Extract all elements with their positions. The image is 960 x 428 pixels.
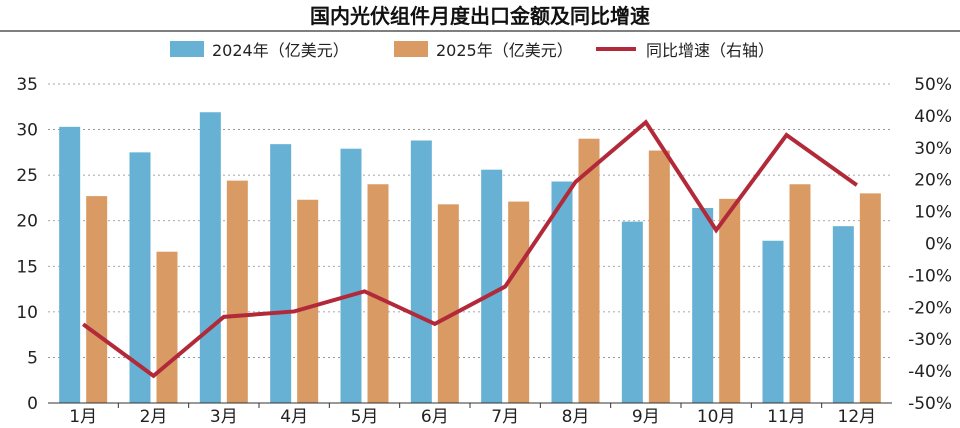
legend-item-2024-label: 2024年（亿美元）	[212, 41, 349, 60]
x-tick-label: 2月	[140, 407, 168, 427]
y-right-tick-label: -50%	[908, 394, 952, 414]
bar-2024	[199, 112, 221, 404]
x-tick-label: 1月	[69, 407, 97, 427]
bar-2024	[340, 148, 362, 403]
bar-2024	[621, 221, 643, 403]
bar-2024	[410, 140, 432, 403]
axes-group: 0 5 10 15 20 25 30 35 -50% -40% -30% -20% -10% 0% 10% 2…	[16, 75, 952, 427]
y-right-tick-label: 40%	[914, 107, 952, 127]
y-right-tick-label: -20%	[908, 298, 952, 318]
bar-2025	[437, 204, 459, 403]
bar-2024	[481, 169, 503, 403]
x-tick-label: 11月	[767, 407, 806, 427]
bar-2025	[648, 150, 670, 403]
bar-2025	[719, 198, 741, 403]
bar-2025	[789, 184, 811, 403]
y-left-tick-label: 5	[27, 348, 38, 368]
chart-title: 国内光伏组件月度出口金额及同比增速	[310, 4, 650, 28]
gridlines	[48, 83, 892, 358]
bar-2024	[692, 207, 714, 403]
bar-2024	[832, 226, 854, 403]
x-tick-label: 10月	[697, 407, 736, 427]
bar-2025	[367, 184, 389, 403]
line-layer	[81, 119, 858, 379]
y-right-tick-label: 0%	[925, 235, 952, 255]
y-right-tick-label: -30%	[908, 330, 952, 350]
x-tick-label: 9月	[632, 407, 660, 427]
bar-2025	[86, 196, 108, 403]
legend: 2024年（亿美元） 2025年（亿美元） 同比增速（右轴）	[170, 41, 774, 60]
x-tick-label: 3月	[210, 407, 238, 427]
y-left-tick-label: 25	[16, 166, 38, 186]
y-right-tick-label: -10%	[908, 266, 952, 286]
bar-2024	[129, 152, 151, 403]
growth-rate-line	[81, 119, 858, 379]
y-right-tick-label: -40%	[908, 362, 952, 382]
title-bar	[0, 0, 960, 30]
bar-2025	[859, 193, 881, 403]
y-right-tick-label: 10%	[914, 203, 952, 223]
bar-2025	[297, 199, 319, 403]
bar-2024	[270, 144, 292, 403]
x-tick-label: 4月	[280, 407, 308, 427]
legend-item-2025-swatch	[394, 41, 428, 57]
legend-item-growth-label: 同比增速（右轴）	[646, 41, 774, 60]
bars-group	[59, 112, 881, 404]
x-tick-label: 6月	[421, 407, 449, 427]
bar-2025	[226, 180, 248, 403]
legend-item-2024-swatch	[170, 41, 204, 57]
x-tick-label: 12月	[838, 407, 877, 427]
y-left-tick-label: 10	[16, 303, 38, 323]
y-right-tick-label: 20%	[914, 171, 952, 191]
x-tick-label: 5月	[351, 407, 379, 427]
bar-2024	[551, 181, 573, 403]
bar-2025	[508, 201, 530, 403]
y-right-tick-label: 50%	[914, 75, 952, 95]
y-left-tick-label: 15	[16, 257, 38, 277]
legend-item-2025-label: 2025年（亿美元）	[436, 41, 573, 60]
bar-2025	[156, 251, 178, 403]
x-tick-label: 8月	[562, 407, 590, 427]
bar-2024	[762, 240, 784, 403]
bar-2024	[59, 126, 81, 403]
y-left-tick-label: 30	[16, 121, 38, 141]
bar-2025	[578, 138, 600, 403]
y-right-tick-label: 30%	[914, 139, 952, 159]
y-left-tick-label: 35	[16, 75, 38, 95]
y-left-tick-label: 0	[27, 394, 38, 414]
y-left-tick-label: 20	[16, 212, 38, 232]
x-tick-label: 7月	[491, 407, 519, 427]
